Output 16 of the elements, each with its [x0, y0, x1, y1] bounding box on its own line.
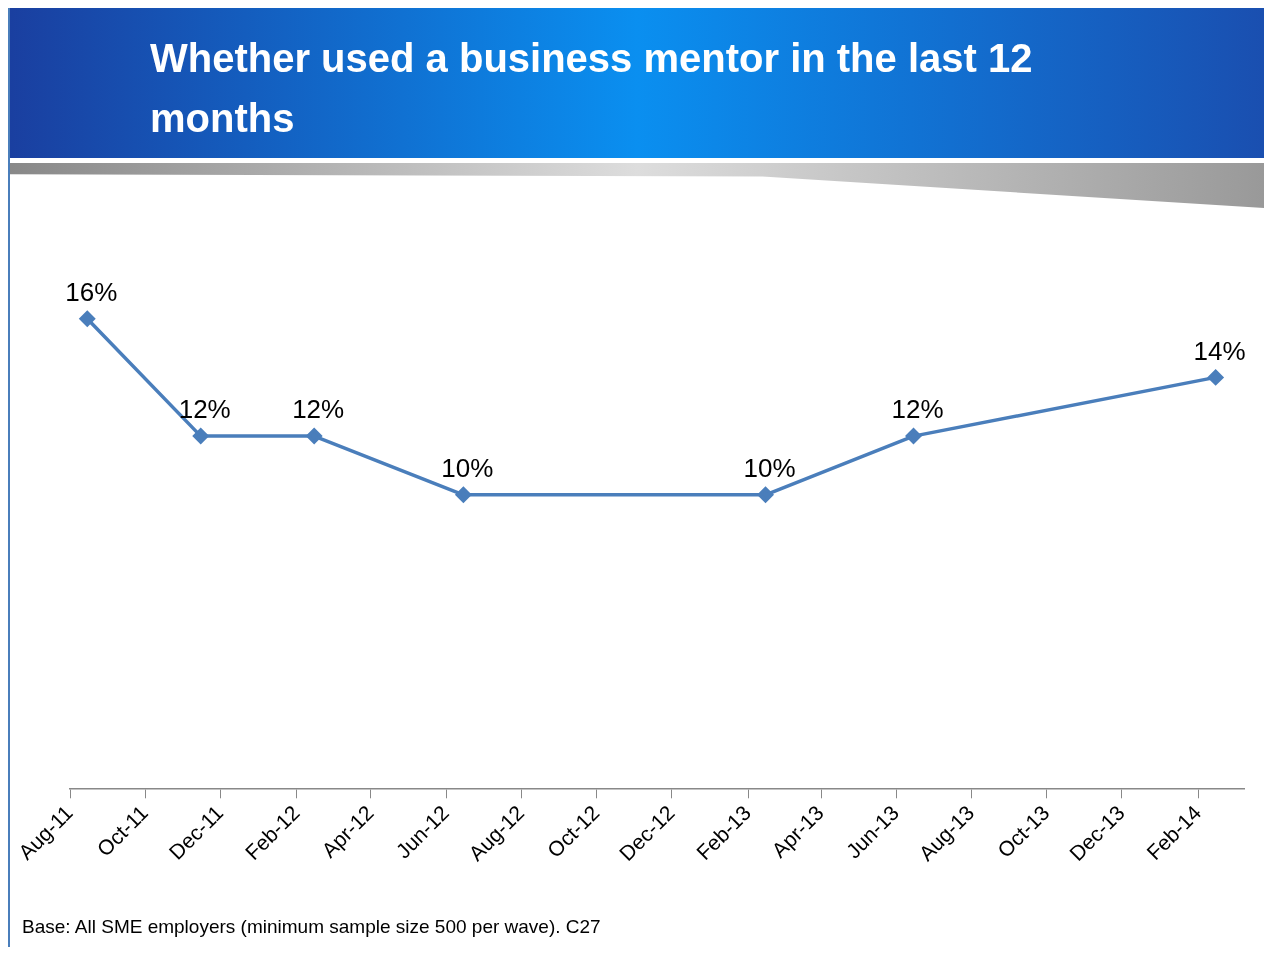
point — [757, 487, 774, 503]
point — [455, 487, 472, 503]
data-label: 16% — [65, 276, 118, 307]
point — [1207, 369, 1224, 386]
data-label: 10% — [743, 452, 796, 483]
data-label: 14% — [1193, 335, 1246, 366]
point — [79, 310, 96, 327]
point — [306, 428, 322, 444]
text: Base: All SME employers (minimum sample size 500 per wave). C27 — [22, 916, 601, 938]
data-label: 12% — [891, 394, 944, 425]
data-label: 12% — [178, 394, 231, 425]
point — [192, 428, 209, 444]
data-label: 12% — [292, 394, 345, 425]
chart-title: Whether used a business mentor in the last 12 months — [150, 35, 1034, 142]
data-label: 10% — [441, 452, 494, 483]
point — [905, 428, 922, 444]
